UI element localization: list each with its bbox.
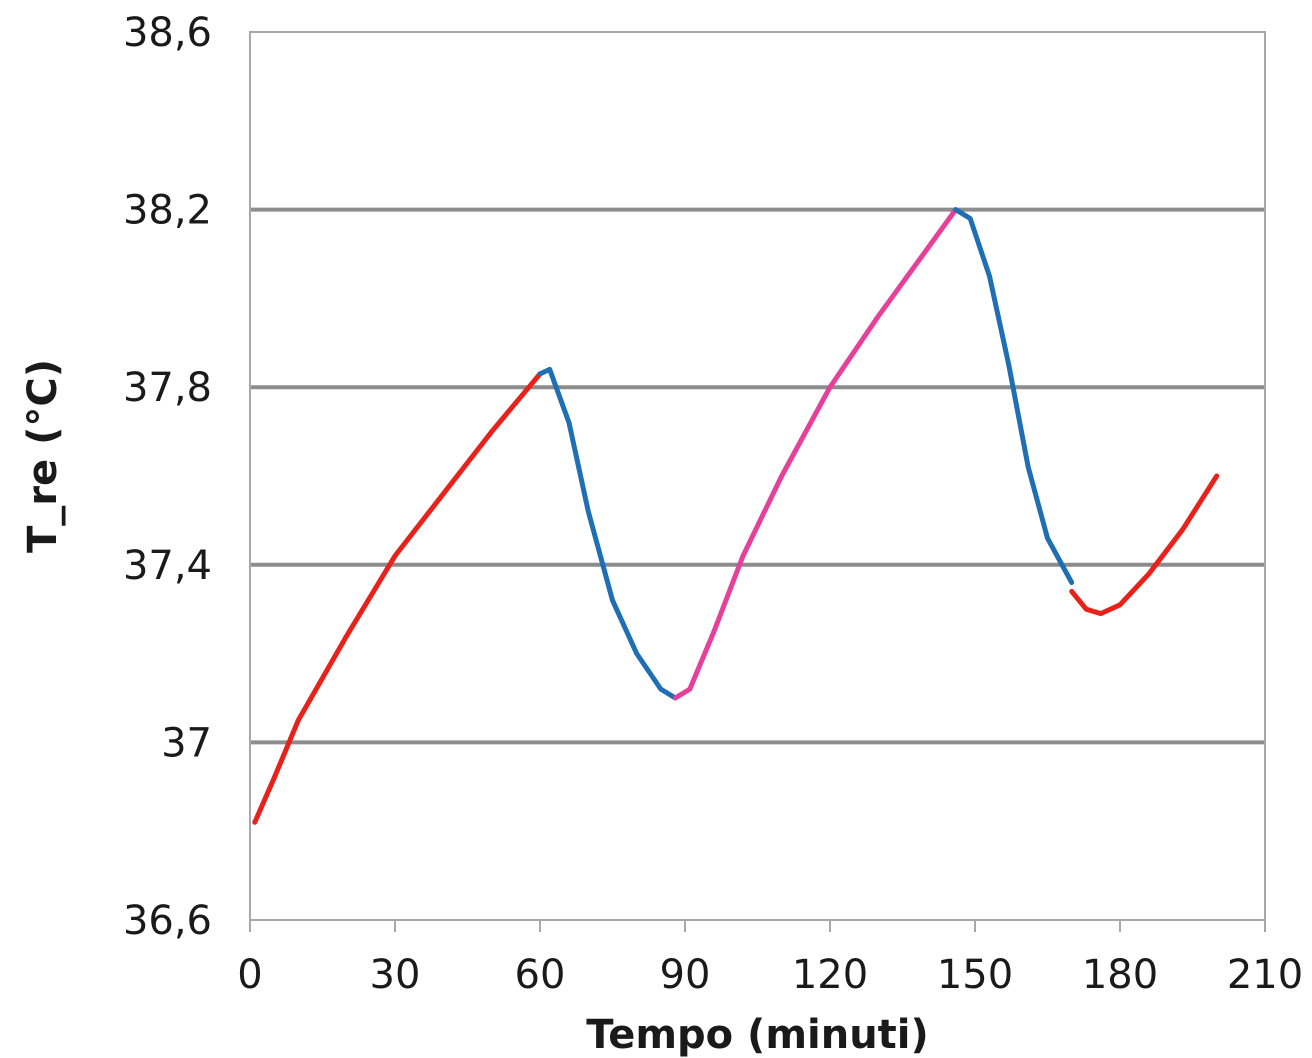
- series-line-1: [252, 371, 543, 825]
- y-tick-label: 37: [161, 720, 212, 766]
- x-tick-label: 120: [792, 952, 868, 998]
- series-line-3: [672, 207, 959, 701]
- x-tick-label: 210: [1227, 952, 1303, 998]
- x-axis-ticks: 0 30 60 90 120 150 180 210: [237, 920, 1303, 998]
- series-line-5: [1069, 473, 1220, 617]
- x-tick-label: 90: [660, 952, 711, 998]
- y-tick-label: 36,6: [123, 898, 212, 944]
- x-tick-label: 0: [237, 952, 262, 998]
- plot-area-border: [249, 31, 1266, 921]
- series-line-4: [953, 207, 1075, 586]
- y-tick-label: 37,4: [123, 543, 212, 589]
- y-tick-label: 38,6: [123, 10, 212, 56]
- y-axis-ticks: 36,6 37 37,4 37,8 38,2 38,6: [123, 10, 212, 944]
- x-tick-label: 30: [370, 952, 421, 998]
- y-tick-label: 37,8: [123, 365, 212, 411]
- y-axis-title: T_re (°C): [20, 359, 66, 553]
- x-axis-title: Tempo (minuti): [586, 1012, 929, 1058]
- x-tick-label: 180: [1082, 952, 1158, 998]
- grid-lines: [250, 207, 1265, 745]
- x-tick-label: 60: [515, 952, 566, 998]
- x-tick-label: 150: [937, 952, 1013, 998]
- series-group: [252, 207, 1220, 825]
- y-tick-label: 38,2: [123, 188, 212, 234]
- series-line-2: [537, 366, 678, 701]
